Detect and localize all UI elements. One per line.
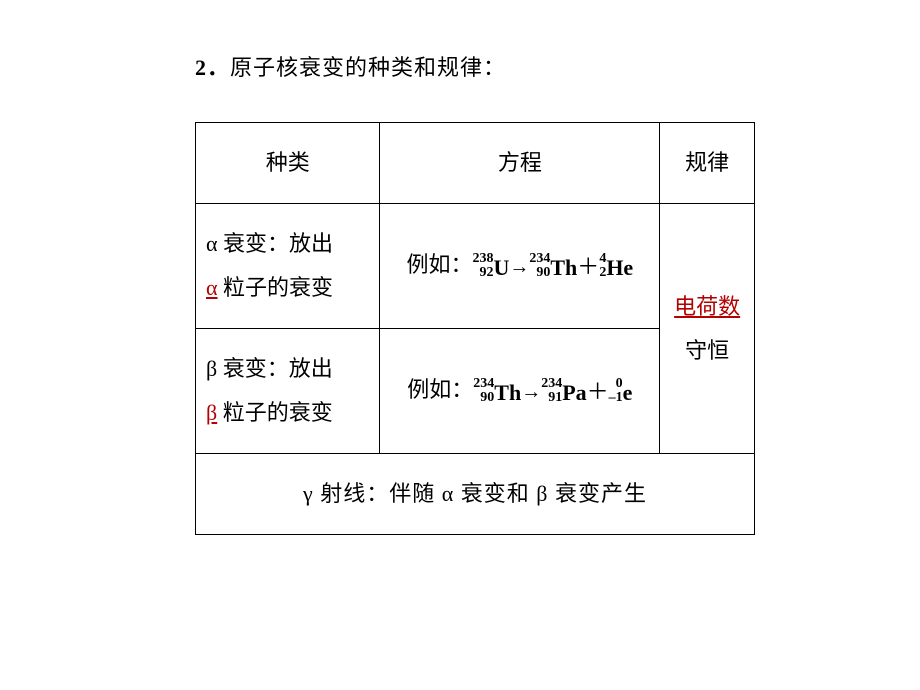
beta-product1: 23491Pa [541, 369, 586, 415]
header-equation: 方程 [380, 123, 660, 204]
beta-reactant: 23490Th [473, 369, 521, 415]
arrow-icon: → [521, 380, 541, 402]
arrow-icon: → [509, 255, 529, 277]
beta-type-cell: β 衰变：放出 β 粒子的衰变 [196, 329, 380, 454]
alpha-particle: α [206, 275, 218, 300]
rule-highlight: 电荷数 [674, 294, 740, 319]
beta-equation-cell: 例如：23490Th→23491Pa＋0–1e [380, 329, 660, 454]
page-content: 2．原子核衰变的种类和规律： 种类 方程 规律 α 衰变：放出 α 粒子的衰变 … [195, 50, 755, 535]
title-text: 原子核衰变的种类和规律： [230, 55, 506, 80]
plus-icon: ＋ [587, 378, 609, 403]
rule-cell: 电荷数 守恒 [660, 204, 755, 454]
gamma-cell: γ 射线：伴随 α 衰变和 β 衰变产生 [196, 454, 755, 535]
plus-icon: ＋ [577, 253, 599, 278]
alpha-reactant: 23892U [472, 244, 509, 290]
title-number: 2． [195, 55, 230, 80]
header-row: 种类 方程 规律 [196, 123, 755, 204]
rule-rest: 守恒 [685, 338, 729, 363]
beta-line2: 粒子的衰变 [223, 400, 333, 425]
alpha-eq-label: 例如： [406, 252, 472, 277]
beta-eq-label: 例如： [407, 377, 473, 402]
gamma-row: γ 射线：伴随 α 衰变和 β 衰变产生 [196, 454, 755, 535]
alpha-product1: 23490Th [529, 244, 577, 290]
beta-product2: 0–1e [609, 369, 633, 415]
section-title: 2．原子核衰变的种类和规律： [195, 50, 755, 82]
beta-particle: β [206, 400, 217, 425]
alpha-type-cell: α 衰变：放出 α 粒子的衰变 [196, 204, 380, 329]
decay-table: 种类 方程 规律 α 衰变：放出 α 粒子的衰变 例如：23892U→23490… [195, 122, 755, 535]
header-rule: 规律 [660, 123, 755, 204]
header-type: 种类 [196, 123, 380, 204]
beta-line1: β 衰变：放出 [206, 356, 333, 381]
alpha-equation-cell: 例如：23892U→23490Th＋42He [380, 204, 660, 329]
alpha-line2: 粒子的衰变 [223, 275, 333, 300]
alpha-line1: α 衰变：放出 [206, 231, 333, 256]
alpha-product2: 42He [599, 244, 633, 290]
alpha-row: α 衰变：放出 α 粒子的衰变 例如：23892U→23490Th＋42He 电… [196, 204, 755, 329]
